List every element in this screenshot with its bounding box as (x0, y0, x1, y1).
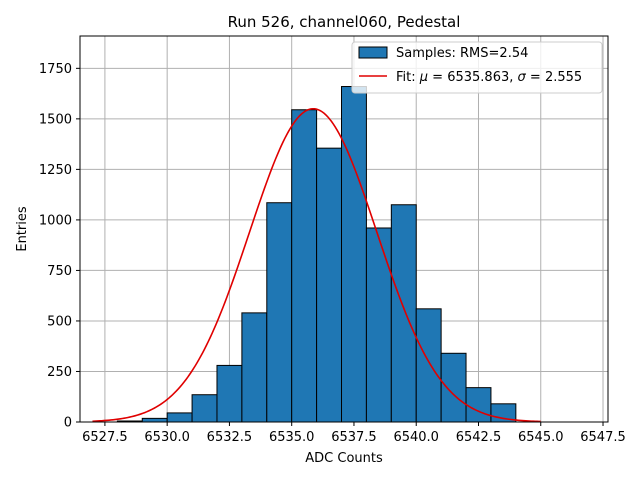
histogram-bar (465, 387, 492, 423)
histogram-bar (365, 227, 392, 423)
y-tick-label: 500 (47, 314, 72, 329)
x-axis: 6527.5 6530.0 6532.5 6535.0 6537.5 6540.0 6542… (82, 422, 626, 445)
fit-mu-symbol: μ (419, 70, 428, 85)
x-tick-label: 6545.0 (518, 430, 564, 445)
y-tick-label: 1000 (39, 213, 72, 228)
y-tick-label: 0 (64, 416, 72, 431)
fit-sigma-value: 2.555 (545, 70, 582, 85)
x-tick-label: 6532.5 (207, 430, 253, 445)
x-axis-label: ADC Counts (305, 451, 383, 466)
x-tick-label: 6535.0 (269, 430, 315, 445)
y-tick-label: 1500 (39, 112, 72, 127)
plot-frame (79, 35, 609, 423)
fit-mu-value: 6535.863 (447, 70, 509, 85)
histogram-bar (316, 147, 343, 423)
histogram-bar (415, 308, 442, 423)
legend-box (351, 41, 603, 94)
histogram-bar (191, 394, 218, 423)
x-tick-label: 6537.5 (331, 430, 377, 445)
legend-label-samples: Samples: RMS=2.54 (396, 46, 528, 61)
fit-sigma-symbol: σ (518, 70, 527, 85)
chart-title: Run 526, channel060, Pedestal (228, 13, 461, 31)
y-tick-label: 1750 (39, 62, 72, 77)
legend-swatch-samples (358, 46, 388, 59)
histogram-bar (166, 412, 193, 423)
x-tick-label: 6542.5 (456, 430, 502, 445)
histogram-bar (440, 352, 467, 423)
y-tick-label: 250 (47, 365, 72, 380)
histogram-bar (390, 204, 417, 423)
legend-label-fit: Fit: μ = 6535.863, σ = 2.555 (396, 70, 582, 85)
histogram-bar (341, 86, 367, 423)
histogram-bar (266, 202, 293, 423)
y-tick-label: 1250 (39, 163, 72, 178)
histogram-bar (141, 417, 168, 423)
fit-label-prefix: Fit: (396, 70, 420, 85)
y-axis: 0 250 500 750 1000 1250 1500 1750 (39, 62, 80, 431)
x-tick-label: 6527.5 (82, 430, 128, 445)
histogram-bar (216, 364, 243, 423)
x-tick-label: 6547.5 (580, 430, 626, 445)
x-tick-label: 6540.0 (393, 430, 439, 445)
fit-curve (92, 107, 541, 423)
histogram-bar (241, 312, 268, 423)
histogram-bar (291, 109, 318, 423)
x-tick-label: 6530.0 (144, 430, 190, 445)
legend: Samples: RMS=2.54 Fit: μ = 6535.863, σ =… (351, 41, 603, 94)
y-tick-label: 750 (47, 264, 72, 279)
histogram-bars (116, 86, 517, 423)
y-axis-label: Entries (15, 206, 30, 252)
